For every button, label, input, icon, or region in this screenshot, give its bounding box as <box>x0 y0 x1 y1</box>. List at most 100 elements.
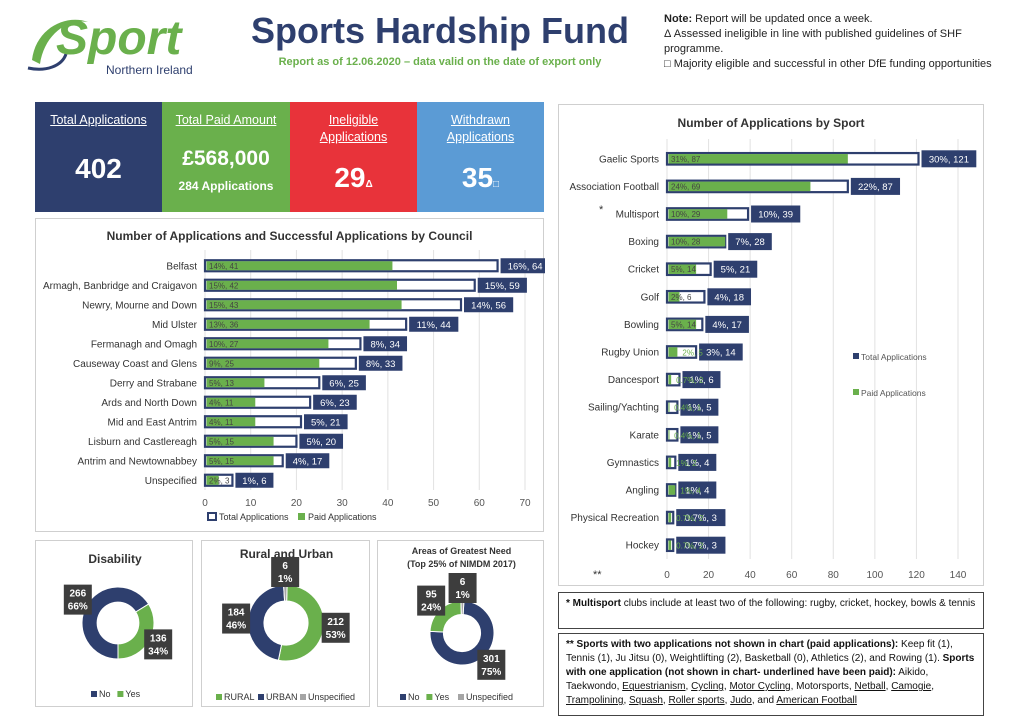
legend-label: Unspecified <box>466 692 513 702</box>
greatest-need-panel: Areas of Greatest Need (Top 25% of NIMDM … <box>377 540 544 707</box>
donut-data-label: 301 <box>483 654 500 665</box>
paid-data-label: 5%, 14 <box>671 265 696 274</box>
paid-bar <box>206 436 274 446</box>
total-data-label: 5%, 21 <box>721 265 751 276</box>
paid-bar <box>668 374 672 385</box>
note-label: Note: <box>664 13 693 25</box>
category-label: Armagh, Banbridge and Craigavon <box>43 281 197 292</box>
donut-label-box <box>222 603 251 634</box>
legend-swatch <box>300 694 306 700</box>
paid-sport: Roller sports <box>668 695 725 706</box>
total-label-box <box>751 205 801 223</box>
total-label-box <box>235 472 274 488</box>
sport-chart-title: Number of Applications by Sport <box>677 116 865 130</box>
one-app-text: , Motorsports, <box>790 681 855 692</box>
category-label: Multisport <box>616 210 660 221</box>
kpi-ineligible-label: Ineligible Applications <box>319 113 388 144</box>
paid-data-label: 0.4%, 1 <box>674 431 702 440</box>
total-data-label: 4%, 18 <box>714 292 744 303</box>
total-label-box <box>678 453 717 471</box>
x-tick-label: 60 <box>474 498 486 509</box>
paid-data-label: 10%, 29 <box>671 210 701 219</box>
council-chart: 0 10 20 30 40 50 60 70 Belfast 16%, 64 14%, 41 Arma… <box>43 250 545 522</box>
total-label-box <box>299 433 344 449</box>
total-label-box <box>705 315 749 333</box>
total-bar <box>665 345 698 359</box>
sep: , <box>685 681 692 692</box>
council-chart-panel: Number of Applications and Successful Ap… <box>35 218 545 532</box>
report-date-subtitle: Report as of 12.06.2020 – data valid on … <box>278 56 602 68</box>
paid-bar <box>668 540 672 550</box>
category-label: Rugby Union <box>601 348 659 359</box>
logo-swoosh-icon: Sport Northern Ireland <box>27 12 193 77</box>
total-label-box <box>409 316 459 332</box>
total-data-label: 1%, 4 <box>685 486 709 497</box>
paid-bar <box>206 261 393 271</box>
paid-data-label: 10%, 28 <box>671 238 701 247</box>
total-bar <box>665 289 706 304</box>
small-sports-footnote: ** Sports with two applications not show… <box>558 633 984 716</box>
paid-data-label: 2%, 3 <box>209 476 230 485</box>
x-tick-label: 40 <box>745 570 757 581</box>
paid-data-label: 4%, 11 <box>209 418 234 427</box>
x-tick-label: 70 <box>519 498 531 509</box>
total-data-label: 0.7%, 3 <box>685 513 717 524</box>
legend-total-label: Total Applications <box>861 352 927 362</box>
disability-panel: Disability 266 66% 136 34% No Yes <box>35 540 193 707</box>
total-data-label: 5%, 21 <box>311 417 341 428</box>
total-data-label: 15%, 59 <box>485 281 520 292</box>
paid-data-label: 0.7%, 2 <box>676 376 704 385</box>
paid-bar <box>668 319 697 330</box>
donut-label-box <box>448 573 477 604</box>
donut-slice <box>460 600 465 616</box>
paid-data-label: 15%, 43 <box>209 301 239 310</box>
donut-label-box <box>271 557 300 588</box>
total-label-box <box>500 258 545 274</box>
paid-sport: Judo <box>730 695 752 706</box>
donut-data-label: 6 <box>282 561 288 572</box>
paid-data-label: 0.7%, 2 <box>676 514 704 523</box>
category-label: Bowling <box>624 320 659 331</box>
category-label: Newry, Mourne and Down <box>82 300 197 311</box>
kpi-total-value: 402 <box>75 153 122 184</box>
donut-data-label: 1% <box>455 590 470 601</box>
paid-sport: Trampolining <box>566 695 624 706</box>
paid-bar <box>206 378 265 388</box>
category-label: Fermanagh and Omagh <box>91 339 197 350</box>
paid-data-label: 5%, 15 <box>209 437 234 446</box>
x-tick-label: 0 <box>664 570 670 581</box>
donut-data-label: 34% <box>148 646 168 657</box>
donut-data-label: 53% <box>326 630 346 641</box>
paid-data-label: 5%, 14 <box>671 320 696 329</box>
total-data-label: 1%, 5 <box>687 403 711 414</box>
kpi-total-applications: Total Applications 402 <box>35 102 162 212</box>
donut-data-label: 184 <box>228 608 245 619</box>
paid-bar <box>668 402 670 412</box>
total-label-box <box>313 394 357 410</box>
x-tick-label: 20 <box>291 498 303 509</box>
paid-data-label: 1%, 4 <box>680 487 701 496</box>
total-label-box <box>363 336 408 352</box>
total-data-label: 10%, 39 <box>758 210 793 221</box>
paid-bar <box>668 430 670 440</box>
logo-subtitle: Northern Ireland <box>106 63 193 77</box>
rural-urban-panel: Rural and Urban 212 53% 184 46% 6 1% RURAL URBAN… <box>201 540 370 707</box>
donut-data-label: 95 <box>426 590 438 601</box>
legend-label: URBAN <box>266 692 298 702</box>
paid-data-label: 14%, 41 <box>209 262 239 271</box>
total-bar <box>665 455 677 470</box>
paid-data-label: 0.7%, 2 <box>676 542 704 551</box>
category-label: Karate <box>630 430 660 441</box>
total-label-box <box>464 297 514 313</box>
total-data-label: 1%, 6 <box>242 476 266 487</box>
category-label: Mid Ulster <box>152 320 198 331</box>
total-label-box <box>676 536 726 554</box>
donut-slice <box>81 586 150 660</box>
paid-bar <box>206 456 274 466</box>
total-data-label: 6%, 25 <box>329 378 359 389</box>
total-label-box <box>680 426 719 444</box>
legend-swatch <box>258 694 264 700</box>
x-tick-label: 80 <box>828 570 840 581</box>
paid-sport: Equestrianism <box>622 681 686 692</box>
x-tick-label: 120 <box>908 570 925 581</box>
